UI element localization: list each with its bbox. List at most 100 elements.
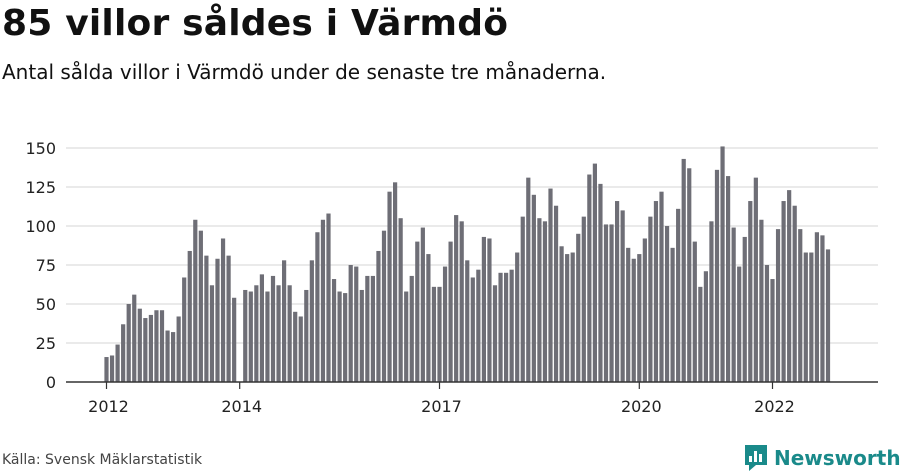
bar [437, 286, 442, 382]
bar [492, 285, 498, 382]
bar [726, 176, 731, 382]
bar [137, 308, 142, 382]
bar [570, 252, 575, 382]
bar [676, 208, 681, 382]
x-tick-label: 2014 [221, 397, 262, 416]
bar [348, 265, 353, 382]
bar [287, 285, 292, 382]
bar [126, 304, 131, 382]
bars [104, 146, 831, 382]
y-tick-label: 50 [36, 295, 56, 314]
bar [309, 260, 314, 382]
bar [520, 216, 525, 382]
bar [165, 330, 170, 382]
bar [476, 269, 481, 382]
bar [304, 289, 309, 382]
bar [659, 191, 664, 382]
bar [698, 286, 703, 382]
bar [365, 275, 370, 382]
bar [770, 279, 775, 382]
bar [592, 163, 597, 382]
y-tick-label: 0 [46, 373, 56, 392]
bar [393, 182, 398, 382]
bar [626, 247, 631, 382]
bar [448, 241, 453, 382]
bar [648, 216, 653, 382]
bar [376, 250, 381, 382]
bar-chart-logo-icon [745, 445, 767, 471]
bar [232, 297, 237, 382]
bar [254, 285, 259, 382]
bar [681, 158, 686, 382]
y-tick-label: 150 [25, 139, 56, 158]
bar [359, 289, 364, 382]
bar [193, 219, 198, 382]
bar [431, 286, 437, 382]
y-tick-label: 75 [36, 256, 56, 275]
bar [404, 291, 409, 382]
source-note: Källa: Svensk Mäklarstatistik [2, 452, 203, 468]
y-tick-label: 100 [25, 217, 56, 236]
bar [703, 271, 708, 382]
bar [148, 314, 153, 382]
bar [326, 213, 331, 382]
bar [637, 254, 642, 382]
bar [559, 246, 564, 382]
bar [243, 289, 248, 382]
bar [692, 241, 697, 382]
bar [576, 233, 581, 382]
bar [409, 275, 414, 382]
bar [171, 332, 176, 382]
bar [792, 205, 797, 382]
bar [814, 232, 819, 382]
bar [487, 238, 492, 382]
bar [215, 258, 220, 382]
y-tick-label: 25 [36, 334, 56, 353]
bar [282, 260, 287, 382]
bar [481, 236, 486, 382]
brand-name: Newsworthy [774, 446, 900, 470]
bar [748, 201, 753, 382]
bar [143, 318, 148, 382]
bar [420, 227, 425, 382]
bar [753, 177, 758, 382]
bar [187, 250, 192, 382]
bar [775, 229, 781, 382]
bar [354, 266, 359, 382]
bar [620, 210, 625, 382]
bar [787, 190, 792, 382]
bar [104, 357, 109, 382]
bar [415, 241, 420, 382]
bar [731, 227, 736, 382]
bar [631, 258, 636, 382]
bar [598, 183, 603, 382]
bar [226, 255, 231, 382]
bar [642, 238, 647, 382]
bar [381, 230, 387, 382]
bar [498, 272, 503, 382]
highlight-value-label: 85 [828, 0, 848, 4]
bar [565, 254, 570, 382]
bar [809, 252, 814, 382]
bar [542, 221, 548, 382]
bar [276, 285, 281, 382]
bar [537, 218, 542, 382]
brand-logo: Newsworthy [744, 443, 900, 473]
bar [587, 174, 592, 382]
bar [737, 266, 742, 382]
bar [298, 316, 303, 382]
bar [248, 291, 253, 382]
bar [709, 221, 714, 382]
x-tick-label: 2022 [754, 397, 795, 416]
bar [315, 232, 320, 382]
bar [759, 219, 764, 382]
bar [548, 188, 553, 382]
bar [370, 275, 375, 382]
bar [798, 229, 803, 382]
bar [664, 226, 670, 382]
bar [259, 274, 264, 382]
bar [670, 247, 675, 382]
bar [198, 230, 203, 382]
bar [459, 221, 464, 382]
